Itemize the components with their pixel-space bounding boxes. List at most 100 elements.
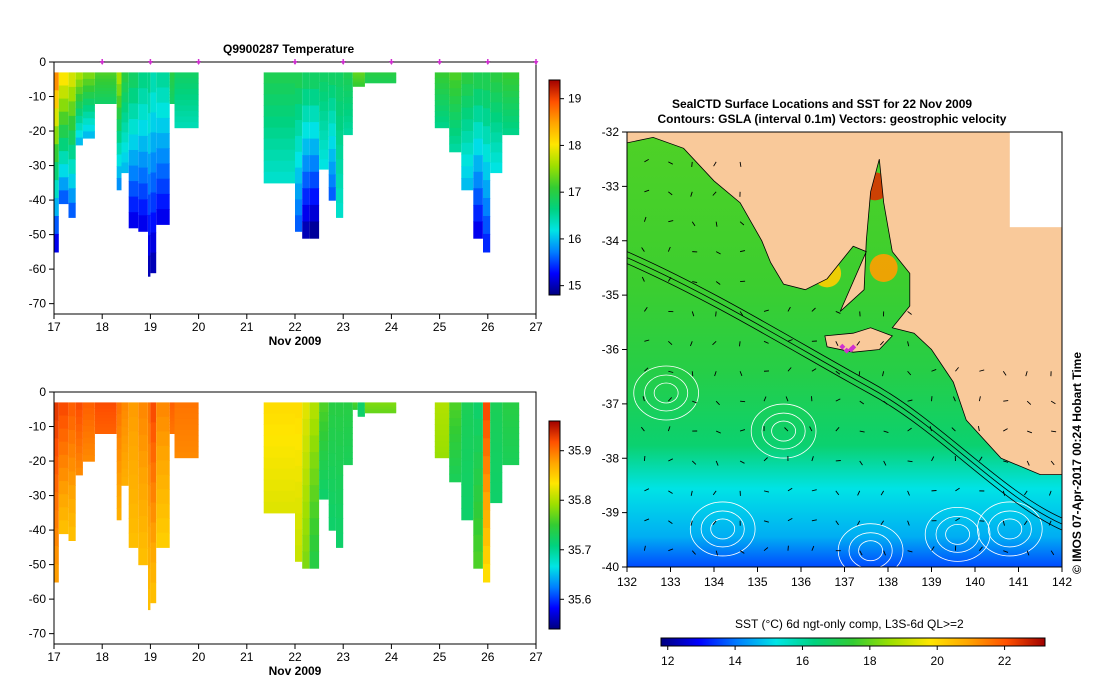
velocity-vector	[739, 460, 745, 464]
velocity-vector	[979, 546, 983, 551]
temp-colorbar-tick-label: 18	[568, 138, 582, 152]
sal-x-axis-label: Nov 2009	[269, 664, 322, 678]
map-x-tick-label: 134	[704, 575, 724, 589]
temp-profile-cell	[295, 120, 303, 137]
sal-profile-cell	[169, 430, 175, 434]
temp-profile-cell	[295, 167, 303, 185]
velocity-vector	[977, 426, 980, 432]
temp-profile-cell	[138, 72, 148, 89]
temp-profile-cell	[68, 202, 76, 218]
sal-profile-cell	[148, 464, 151, 486]
sal-profile-cell	[174, 441, 199, 448]
temp-profile-cell	[364, 76, 397, 79]
sal-profile-cell	[449, 410, 462, 419]
temp-profile-cell	[169, 75, 175, 80]
sal-profile-cell	[364, 411, 397, 414]
sal-profile-cell	[82, 402, 95, 409]
temp-colorbar-tick-label: 16	[568, 232, 582, 246]
velocity-vector	[858, 371, 861, 377]
velocity-vector	[713, 161, 717, 167]
velocity-vector	[763, 457, 768, 462]
map-colorbar-tick-label: 16	[796, 654, 810, 668]
velocity-vector	[859, 460, 863, 466]
velocity-vector	[811, 489, 817, 492]
temp-profile-cell	[75, 115, 83, 124]
map-y-tick-label: -40	[602, 560, 620, 574]
sal-profile-cell	[174, 435, 199, 442]
sal-profile-cell	[502, 402, 520, 410]
sal-profile-cell	[150, 522, 157, 544]
temp-profile-cell	[461, 95, 474, 109]
velocity-vector	[668, 548, 674, 552]
temp-profile-cell	[352, 83, 365, 86]
velocity-vector	[1050, 460, 1055, 466]
temp-profile-cell	[156, 87, 170, 104]
sal-profile-cell	[54, 438, 59, 457]
temp-profile-cell	[174, 77, 199, 84]
temp-profile-cell	[174, 88, 199, 95]
sal-profile-cell	[68, 430, 76, 445]
sal-profile-cell	[357, 405, 365, 408]
velocity-vector	[787, 306, 791, 312]
temp-profile-cell	[95, 91, 117, 95]
sal-profile-cell	[156, 431, 170, 447]
sal-profile-cell	[58, 481, 69, 495]
sal-profile-cell	[116, 425, 122, 439]
temp-profile-cell	[138, 88, 148, 105]
velocity-vector	[739, 311, 744, 316]
sal-profile-cell	[343, 433, 353, 441]
velocity-vector	[978, 396, 981, 402]
temp-profile-cell	[302, 105, 310, 123]
sal-colorbar	[548, 420, 561, 630]
temp-profile-cell	[138, 151, 148, 169]
sal-profile-cell	[490, 462, 503, 473]
temp-profile-cell	[174, 122, 199, 129]
sal-profile-cell	[473, 418, 483, 437]
velocity-vector	[1048, 520, 1052, 526]
sal-profile-cell	[295, 497, 303, 515]
temp-profile-cell	[319, 130, 329, 141]
temp-profile-cell	[343, 97, 353, 104]
velocity-vector	[691, 460, 697, 465]
temp-profile-cell	[302, 72, 310, 90]
temp-x-tick-label: 23	[337, 320, 351, 334]
temp-profile-cell	[319, 72, 329, 83]
temp-profile-cell	[364, 78, 397, 81]
sal-profile-cell	[174, 430, 199, 437]
sal-colorbar-tick-label: 35.6	[568, 592, 592, 606]
sal-profile-cell	[473, 435, 483, 453]
temp-profile-cell	[138, 215, 148, 232]
temp-profile-cell	[156, 193, 170, 210]
temp-profile-cell	[138, 135, 148, 153]
velocity-vector	[715, 221, 718, 227]
temp-profile-cell	[150, 112, 157, 133]
velocity-vector	[712, 191, 717, 196]
velocity-vector	[690, 520, 693, 526]
velocity-vector	[787, 487, 793, 492]
sal-profile-cell	[336, 431, 344, 447]
velocity-vector	[691, 161, 693, 167]
temp-profile-cell	[449, 135, 462, 145]
sal-profile-cell	[148, 526, 151, 548]
gsla-contour	[935, 515, 980, 553]
sal-profile-cell	[58, 441, 69, 456]
temp-profile-cell	[490, 102, 503, 113]
sal-profile-cell	[263, 501, 295, 514]
sal-profile-cell	[336, 489, 344, 505]
temp-profile-cell	[309, 122, 320, 140]
sal-profile-cell	[473, 452, 483, 470]
temp-profile-cell	[364, 75, 397, 78]
sal-profile-cell	[68, 457, 76, 472]
sal-x-tick-label: 20	[192, 650, 206, 664]
temp-profile-cell	[328, 187, 336, 201]
sal-colorbar-tick-label: 35.9	[568, 444, 592, 458]
sal-profile-cell	[58, 402, 69, 417]
sal-profile-cell	[54, 456, 59, 475]
temp-profile-cell	[148, 133, 151, 155]
velocity-vector	[668, 370, 674, 373]
sal-profile-cell	[461, 402, 474, 415]
velocity-vector	[715, 550, 719, 556]
gsla-contour	[771, 420, 797, 442]
temp-profile-cell	[364, 80, 397, 83]
temp-profile-cell	[75, 79, 83, 88]
